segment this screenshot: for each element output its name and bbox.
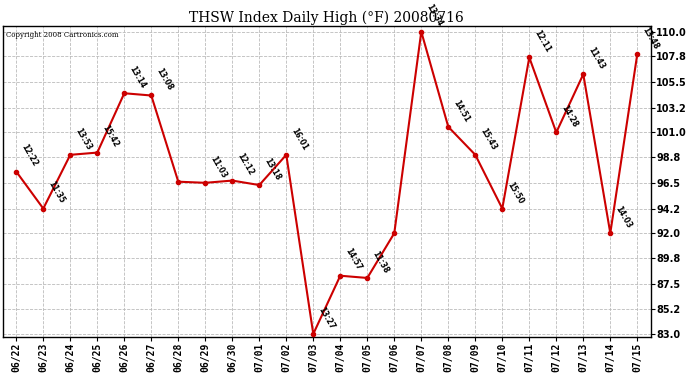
Title: THSW Index Daily High (°F) 20080716: THSW Index Daily High (°F) 20080716 bbox=[190, 10, 464, 25]
Text: 11:43: 11:43 bbox=[586, 45, 607, 71]
Text: 13:08: 13:08 bbox=[155, 67, 175, 92]
Text: 12:12: 12:12 bbox=[235, 152, 255, 177]
Text: 15:43: 15:43 bbox=[479, 126, 498, 152]
Text: 15:42: 15:42 bbox=[101, 124, 120, 149]
Text: 11:03: 11:03 bbox=[208, 154, 228, 180]
Text: 14:51: 14:51 bbox=[451, 98, 471, 123]
Text: 13:34: 13:34 bbox=[424, 3, 444, 29]
Text: 11:35: 11:35 bbox=[46, 180, 66, 205]
Text: 14:57: 14:57 bbox=[344, 247, 364, 272]
Text: 14:28: 14:28 bbox=[560, 104, 580, 129]
Text: 14:03: 14:03 bbox=[613, 204, 633, 230]
Text: 12:11: 12:11 bbox=[533, 28, 553, 54]
Text: 16:01: 16:01 bbox=[290, 126, 309, 152]
Text: 13:27: 13:27 bbox=[317, 305, 337, 331]
Text: 11:38: 11:38 bbox=[371, 249, 391, 274]
Text: 13:53: 13:53 bbox=[74, 126, 93, 152]
Text: 13:18: 13:18 bbox=[262, 156, 282, 182]
Text: 13:48: 13:48 bbox=[640, 25, 660, 51]
Text: 12:22: 12:22 bbox=[19, 143, 39, 168]
Text: 13:14: 13:14 bbox=[128, 64, 148, 90]
Text: Copyright 2008 Cartronics.com: Copyright 2008 Cartronics.com bbox=[6, 31, 119, 39]
Text: 15:50: 15:50 bbox=[506, 180, 525, 205]
